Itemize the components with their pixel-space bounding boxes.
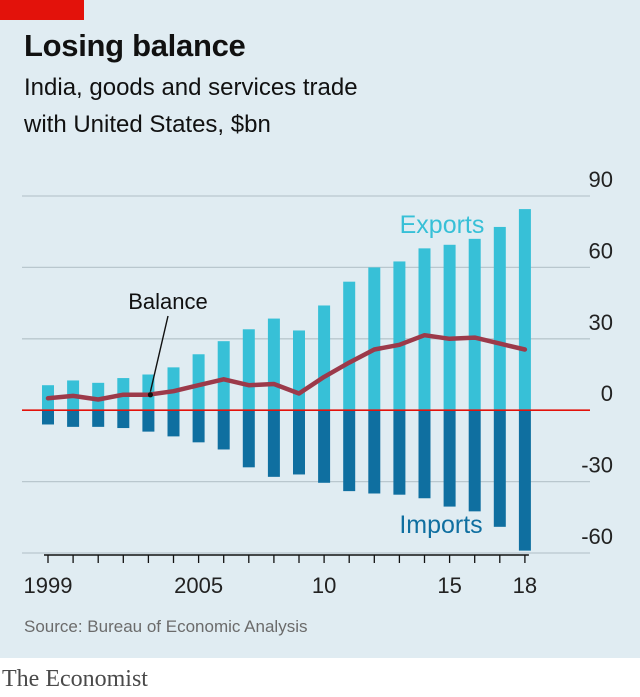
import-bar (167, 410, 180, 437)
import-bar (518, 410, 531, 551)
export-bar (192, 354, 205, 411)
x-tick-label: 2005 (174, 573, 223, 598)
import-bar (42, 410, 54, 425)
import-bar (393, 410, 406, 495)
import-bar (493, 410, 506, 527)
balance-label: Balance (128, 289, 208, 314)
economist-brand: The Economist (2, 666, 148, 692)
balance-pointer-line (149, 315, 169, 392)
import-bar (267, 410, 280, 477)
import-bar (242, 410, 255, 468)
export-bar (217, 341, 230, 411)
y-tick-label: 30 (589, 310, 613, 335)
y-tick-label: -60 (581, 524, 613, 549)
import-bar (192, 410, 205, 443)
export-bar (293, 330, 305, 411)
balance-pointer-dot (147, 392, 153, 398)
export-bar (468, 238, 481, 411)
import-bar (92, 410, 105, 427)
brand-red-tag (0, 0, 84, 20)
x-tick-label: 1999 (24, 573, 73, 598)
x-tick-label: 10 (312, 573, 336, 598)
export-bar (368, 267, 381, 411)
chart-title: Losing balance (24, 28, 246, 63)
export-bar (242, 329, 255, 411)
export-bar (393, 261, 406, 411)
import-bar (343, 410, 356, 492)
export-bar (418, 248, 431, 411)
import-bar (117, 410, 130, 429)
balance-line (45, 332, 528, 402)
imports-label: Imports (399, 511, 482, 539)
export-bar (518, 209, 531, 411)
trade-chart: 90 60 30 0 -30 -60 1999 2005 10 15 18 Exports Import… (22, 167, 613, 598)
export-bar (167, 367, 180, 411)
x-tick-label: 15 (437, 573, 461, 598)
import-bar (67, 410, 80, 427)
export-bar (267, 318, 280, 411)
bars (42, 209, 531, 551)
y-tick-label: -30 (581, 453, 613, 478)
chart-subtitle-line-2: with United States, $bn (24, 111, 271, 138)
chart-subtitle-line-1: India, goods and services trade (24, 74, 358, 101)
export-bar (443, 244, 456, 411)
import-bar (318, 410, 331, 483)
y-tick-label: 0 (601, 381, 613, 406)
import-bar (468, 410, 481, 512)
export-bar (92, 382, 105, 411)
export-bar (318, 305, 331, 411)
export-bar (343, 281, 356, 411)
import-bar (418, 410, 431, 499)
export-bar (493, 226, 506, 411)
import-bar (217, 410, 230, 450)
balance-line-layer (45, 332, 528, 402)
import-bar (368, 410, 381, 494)
import-bar (443, 410, 456, 507)
labels: 90 60 30 0 -30 -60 1999 2005 10 15 18 Exports Import… (24, 167, 613, 598)
import-bar (293, 410, 305, 475)
exports-label: Exports (400, 211, 485, 239)
x-tick-label: 18 (513, 573, 537, 598)
export-bar (142, 374, 155, 411)
y-tick-label: 60 (589, 238, 613, 263)
source-note: Source: Bureau of Economic Analysis (24, 617, 308, 636)
import-bar (142, 410, 155, 432)
x-axis (44, 554, 529, 563)
y-tick-label: 90 (589, 167, 613, 192)
